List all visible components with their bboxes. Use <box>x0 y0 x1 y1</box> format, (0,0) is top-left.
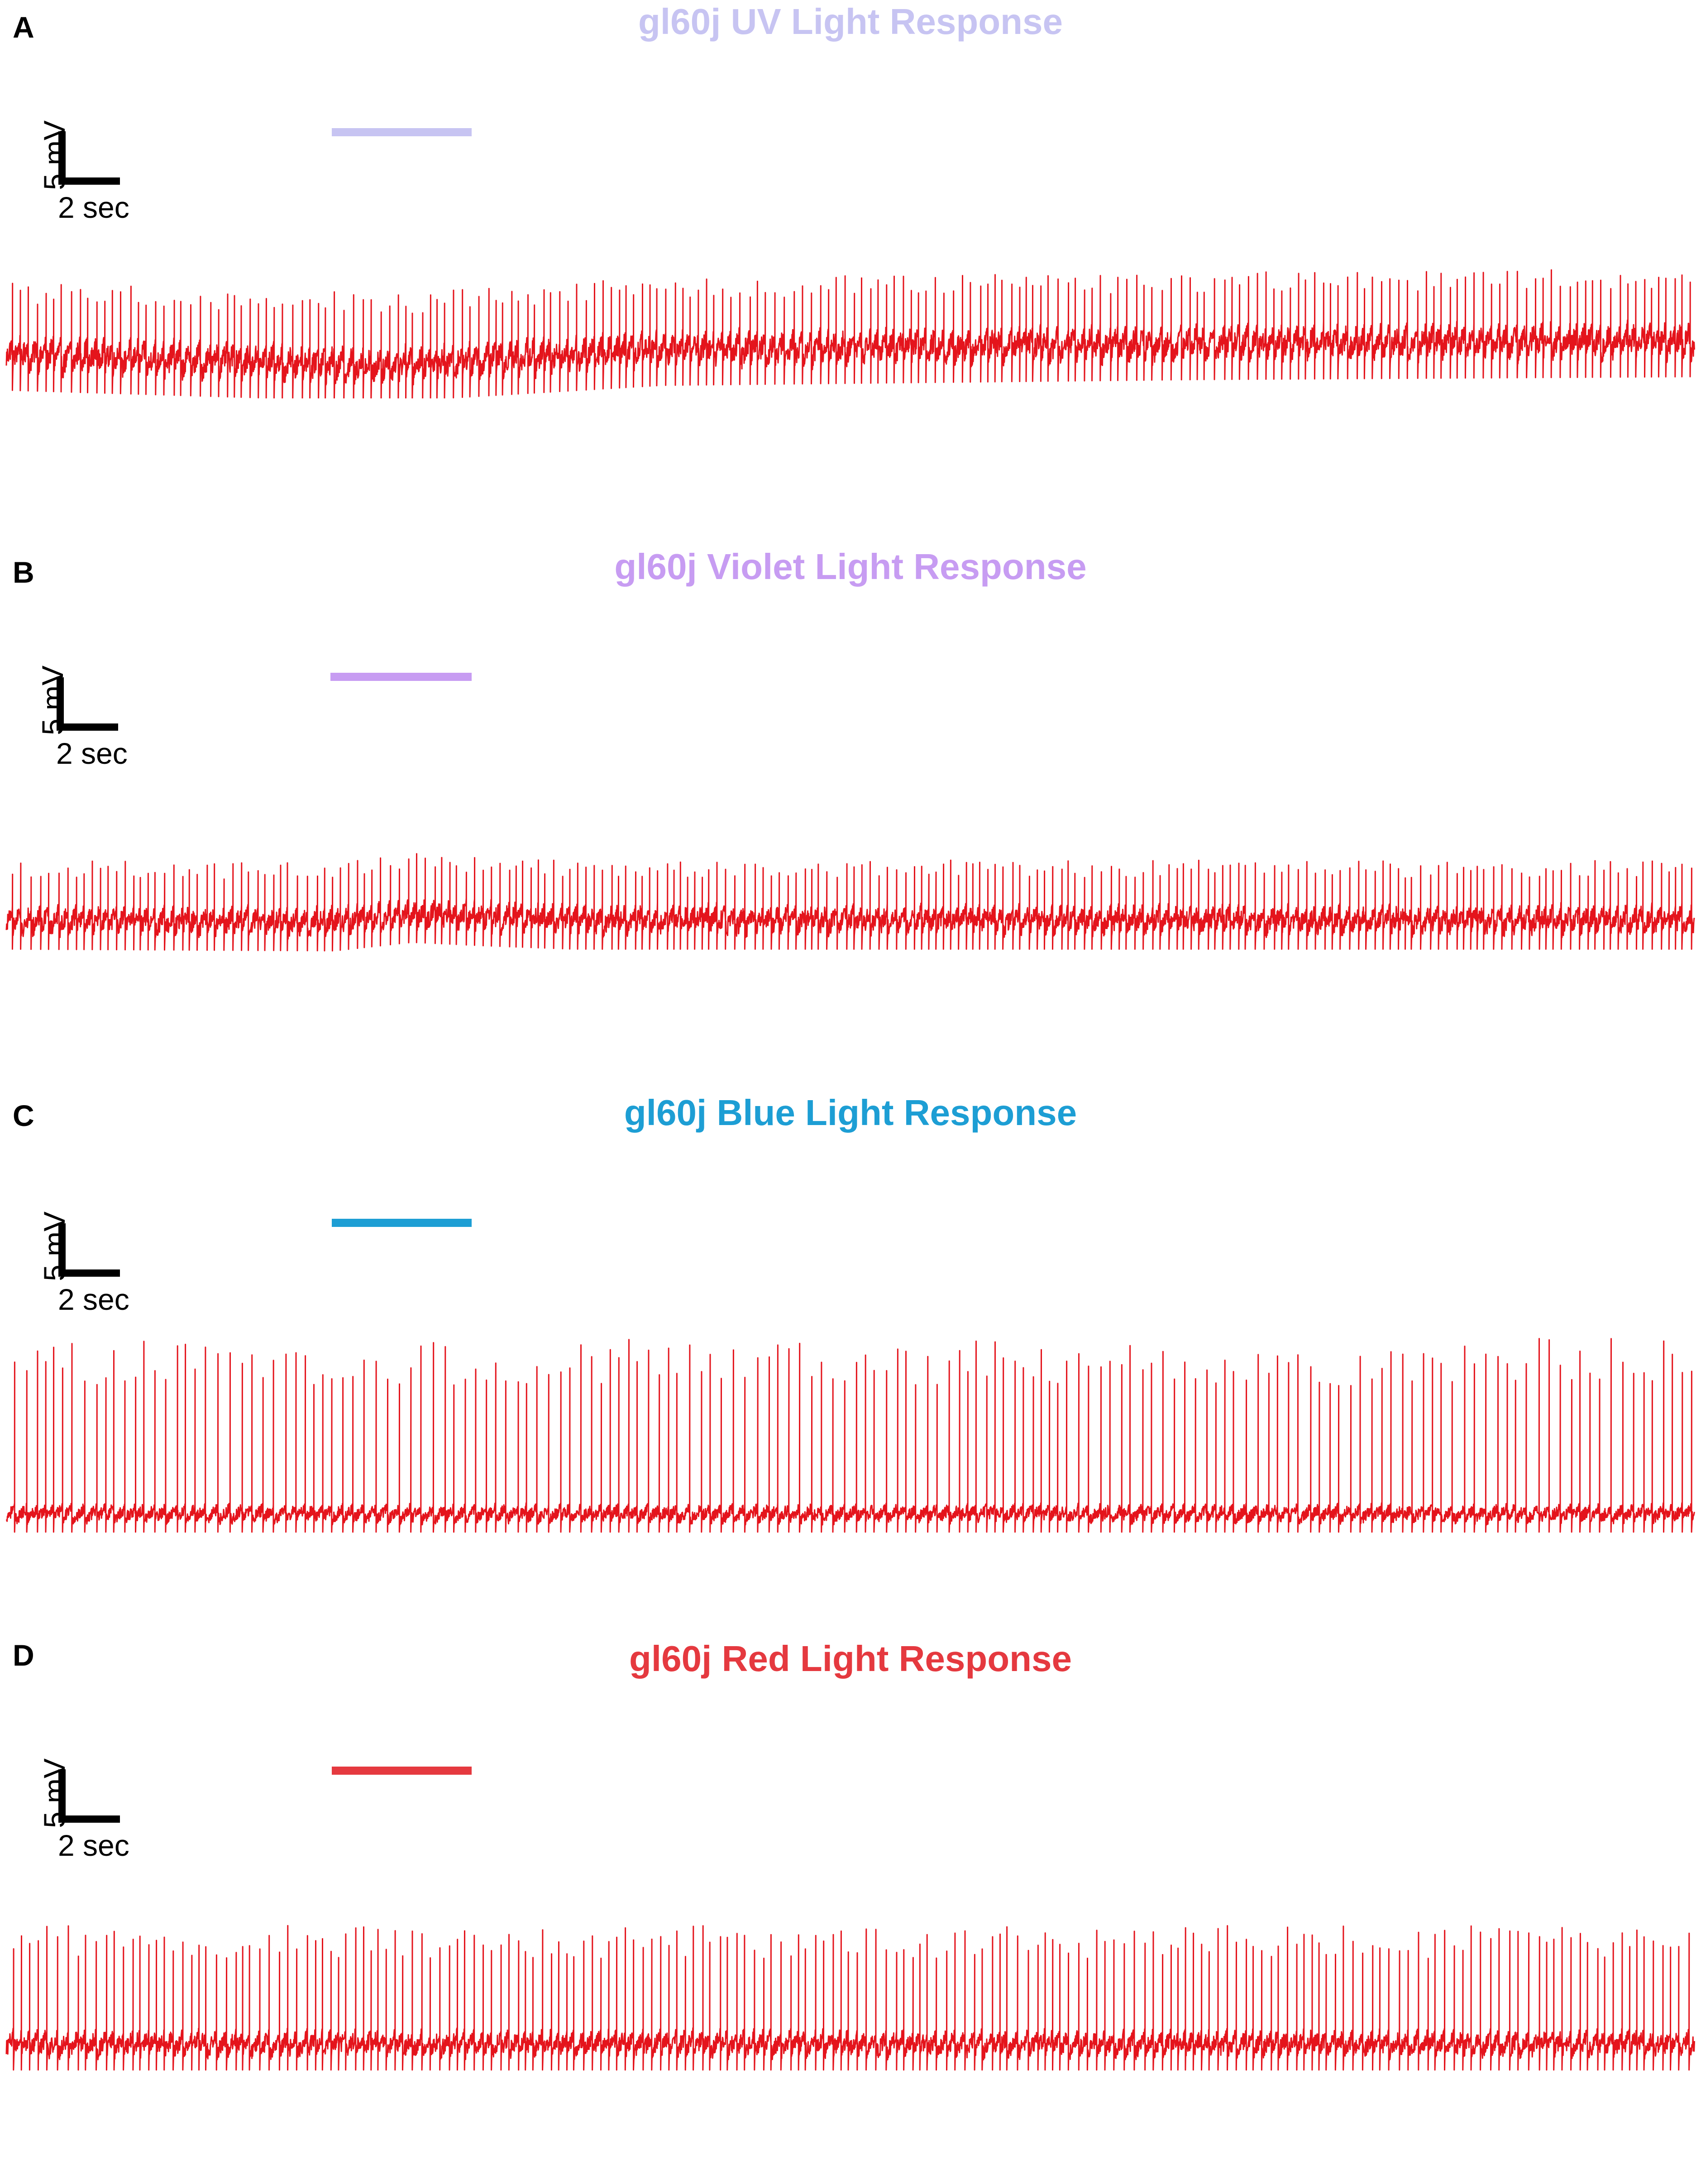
scale-bar-horizontal <box>57 723 118 731</box>
voltage-trace <box>5 1338 1695 1533</box>
panel-d: D gl60j Red Light Response 5 mV 2 sec <box>0 1638 1701 2184</box>
panel-letter: A <box>13 10 34 44</box>
voltage-trace <box>5 853 1695 952</box>
scale-bar-horizontal <box>58 1815 120 1823</box>
trace-line <box>5 1338 1695 1533</box>
panel-b: B gl60j Violet Light Response 5 mV 2 sec <box>0 546 1701 1092</box>
stimulus-bar <box>332 128 472 136</box>
stimulus-bar <box>330 673 472 681</box>
scale-bar-vertical <box>58 1769 66 1823</box>
scale-bar-vertical <box>57 677 64 731</box>
trace-line <box>5 1925 1695 2071</box>
voltage-trace <box>5 269 1695 398</box>
scale-bar-horizontal <box>58 1269 120 1277</box>
panel-a: A gl60j UV Light Response 5 mV 2 sec <box>0 0 1701 546</box>
panel-title: gl60j UV Light Response <box>638 1 1063 42</box>
scale-bar-horizontal <box>58 177 120 185</box>
trace-line <box>5 269 1695 398</box>
panel-letter: C <box>13 1099 34 1132</box>
scale-bar-vertical <box>58 1223 66 1277</box>
scale-time-label: 2 sec <box>56 737 128 770</box>
panel-title: gl60j Violet Light Response <box>614 546 1087 587</box>
panel-letter: B <box>13 556 34 589</box>
scale-bar-vertical <box>58 131 66 185</box>
panel-title: gl60j Red Light Response <box>629 1638 1072 1679</box>
stimulus-bar <box>332 1219 472 1227</box>
scale-time-label: 2 sec <box>58 1829 129 1862</box>
voltage-trace <box>5 1925 1695 2071</box>
panel-title: gl60j Blue Light Response <box>624 1092 1077 1133</box>
panel-c: C gl60j Blue Light Response 5 mV 2 sec <box>0 1092 1701 1638</box>
panel-letter: D <box>13 1638 34 1672</box>
scale-time-label: 2 sec <box>58 1283 129 1316</box>
stimulus-bar <box>332 1767 472 1775</box>
trace-line <box>5 853 1695 952</box>
scale-time-label: 2 sec <box>58 191 129 224</box>
